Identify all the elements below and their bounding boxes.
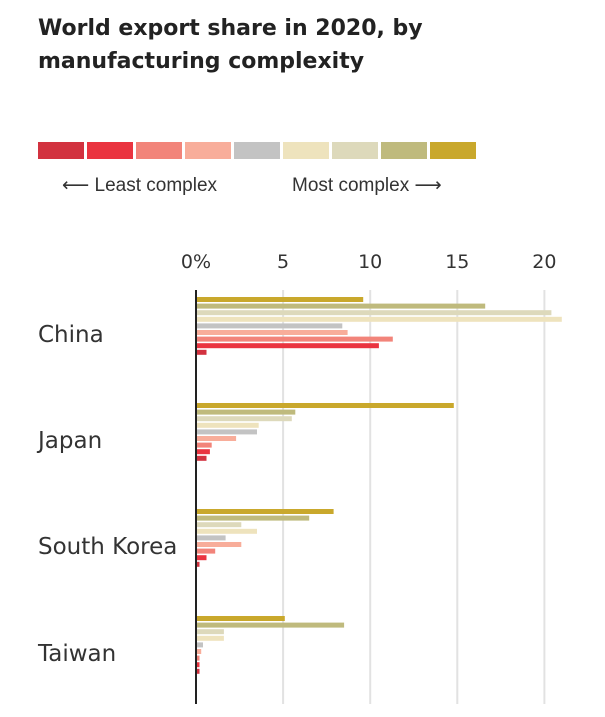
bar-japan-level-3 [196,442,212,448]
bar-china-level-4 [196,330,348,335]
bar-china-level-9 [196,297,364,302]
legend-most-label: Most complex [292,175,410,196]
bar-china-level-8 [196,303,486,309]
bar-south-korea-level-4 [196,542,242,547]
bar-china-level-2 [196,343,379,349]
bar-taiwan-level-4 [196,649,202,654]
legend-swatch-1 [38,142,84,159]
legend-swatch-7 [332,142,378,159]
bar-taiwan-level-3 [196,655,200,661]
legend-swatch-5 [234,142,280,159]
bar-china-level-7 [196,310,552,316]
bar-south-korea-level-8 [196,515,310,521]
bar-taiwan-level-6 [196,635,224,641]
bar-taiwan-level-5 [196,642,203,648]
bar-japan-level-4 [196,436,237,441]
bar-japan-level-9 [196,403,454,408]
bar-south-korea-level-7 [196,522,242,528]
bar-china-level-6 [196,316,562,322]
x-tick-label-10: 10 [358,251,382,273]
legend-swatch-9 [430,142,476,159]
bar-japan-level-2 [196,449,210,455]
bar-south-korea-level-2 [196,555,207,561]
chart-title: World export share in 2020, by manufactu… [38,16,423,74]
x-tick-label-20: 20 [532,251,556,273]
category-label-south-korea: South Korea [38,534,177,560]
bar-taiwan-level-9 [196,616,285,621]
legend-swatch-3 [136,142,182,159]
legend-swatch-8 [381,142,427,159]
legend-least-complex: ⟵ Least complex [62,174,217,197]
legend-swatch-2 [87,142,133,159]
bar-taiwan-level-8 [196,622,345,628]
x-tick-label-0: 0% [181,251,211,273]
bar-taiwan-level-1 [196,668,200,674]
bar-japan-level-1 [196,455,207,461]
bar-south-korea-level-3 [196,548,216,554]
x-tick-label-15: 15 [445,251,469,273]
bar-taiwan-level-7 [196,629,224,635]
bar-south-korea-level-6 [196,528,257,534]
bar-south-korea-level-5 [196,535,226,541]
x-tick-label-5: 5 [277,251,289,273]
bar-japan-level-5 [196,429,257,435]
category-label-taiwan: Taiwan [37,641,116,667]
bar-taiwan-level-2 [196,662,200,668]
bar-japan-level-6 [196,422,259,428]
legend-least-label: Least complex [94,175,218,196]
bar-japan-level-7 [196,416,292,422]
left-arrow-icon: ⟵ [62,174,90,196]
right-arrow-icon: ⟶ [414,174,442,196]
bar-south-korea-level-1 [196,561,200,567]
bar-south-korea-level-9 [196,509,334,514]
legend-most-complex: Most complex ⟶ [292,174,442,197]
legend-swatch-4 [185,142,231,159]
legend-swatch-6 [283,142,329,159]
bar-china-level-5 [196,323,343,329]
bar-japan-level-8 [196,409,296,415]
category-label-japan: Japan [36,428,102,454]
bar-china-level-1 [196,349,207,355]
bar-china-level-3 [196,336,393,342]
category-label-china: China [38,322,104,348]
